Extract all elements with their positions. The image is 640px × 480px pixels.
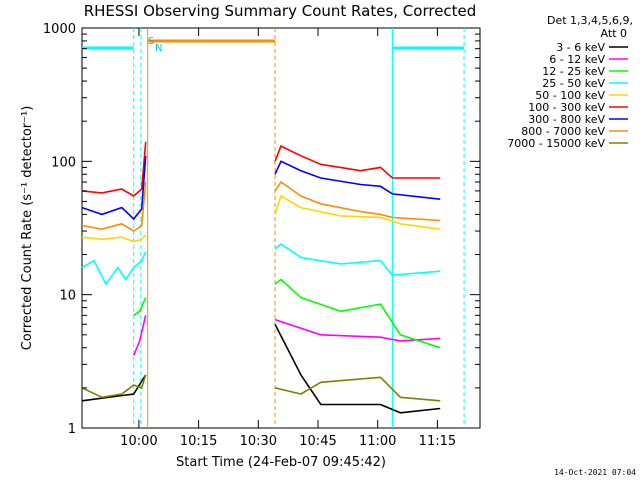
series-line-0-seg-0: [81, 374, 147, 402]
axis-ticks: 10:00 10:15 10:30 10:45 11:00 11:15 1 10 100 1000: [43, 22, 480, 449]
series-line-2-seg-1: [274, 278, 441, 349]
legend-header-line-2: Att 0: [601, 27, 627, 40]
legend-label-1: 6 - 12 keV: [549, 53, 605, 66]
legend-label-5: 100 - 300 keV: [528, 101, 605, 114]
x-tick-label-5: 11:15: [419, 434, 456, 449]
y-tick-label-1: 10: [59, 289, 76, 304]
status-overlay: [82, 28, 465, 428]
night-marker-label: N: [155, 43, 162, 54]
series-line-2-seg-0: [133, 297, 147, 316]
series-line-6-seg-0: [81, 155, 147, 221]
series-line-1-seg-1: [274, 318, 441, 342]
legend-label-4: 50 - 100 keV: [535, 89, 605, 102]
series-line-7-seg-0: [81, 181, 147, 233]
plot-frame: [81, 27, 481, 429]
series-group: [81, 141, 441, 414]
legend-label-6: 300 - 800 keV: [528, 113, 605, 126]
legend-label-8: 7000 - 15000 keV: [507, 137, 605, 150]
y-tick-label-0: 1: [68, 422, 76, 437]
series-line-4-seg-0: [81, 234, 147, 243]
chart-title: RHESSI Observing Summary Count Rates, Co…: [84, 2, 477, 20]
legend-label-3: 25 - 50 keV: [542, 77, 605, 90]
series-line-0-seg-1: [274, 323, 441, 414]
series-line-6-seg-1: [274, 160, 441, 200]
y-axis-label: Corrected Count Rate (s⁻¹ detector⁻¹): [20, 106, 35, 351]
series-line-3-seg-1: [274, 242, 441, 277]
y-tick-label-2: 100: [51, 155, 76, 170]
x-tick-label-1: 10:15: [180, 434, 217, 449]
legend-header-line-1: Det 1,3,4,5,6,9,: [547, 14, 633, 27]
legend-label-0: 3 - 6 keV: [556, 41, 605, 54]
series-line-5-seg-1: [274, 145, 441, 179]
x-tick-label-0: 10:00: [120, 434, 157, 449]
x-tick-label-3: 10:45: [299, 434, 336, 449]
series-line-1-seg-0: [132, 315, 147, 356]
y-tick-label-3: 1000: [43, 22, 76, 37]
legend-label-2: 12 - 25 keV: [542, 65, 605, 78]
series-line-7-seg-1: [274, 180, 441, 222]
saa-marker-label: S: [148, 36, 154, 47]
series-line-5-seg-0: [81, 141, 147, 197]
x-tick-label-2: 10:30: [240, 434, 277, 449]
legend-label-7: 800 - 7000 keV: [521, 125, 605, 138]
series-line-3-seg-0: [81, 251, 147, 286]
series-line-8-seg-0: [81, 374, 147, 399]
series-line-8-seg-1: [274, 376, 441, 402]
x-tick-label-4: 11:00: [359, 434, 396, 449]
plot-timestamp: 14-Oct-2021 07:04: [554, 468, 636, 477]
series-line-4-seg-1: [274, 194, 441, 230]
x-axis-label: Start Time (24-Feb-07 09:45:42): [176, 455, 386, 470]
